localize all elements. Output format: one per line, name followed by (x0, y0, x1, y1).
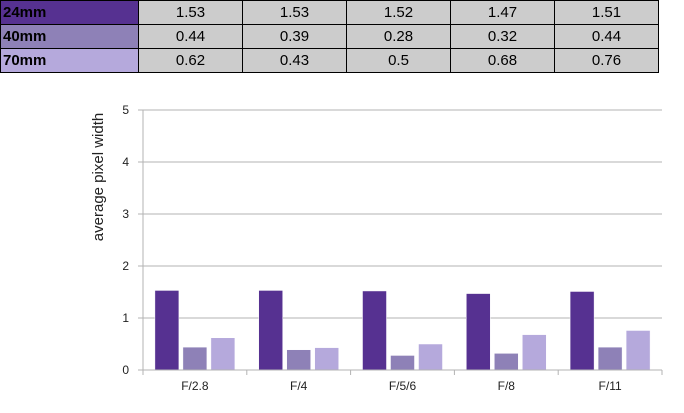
bar (258, 290, 283, 371)
bar (154, 290, 180, 371)
bar (597, 346, 623, 371)
table-row: 70mm 0.62 0.43 0.5 0.68 0.76 (0, 48, 659, 73)
bar (418, 343, 443, 371)
data-table: 24mm 1.53 1.53 1.52 1.47 1.51 40mm 0.44 … (0, 0, 659, 73)
table-cell: 0.44 (138, 24, 243, 49)
row-label-40mm: 40mm (0, 24, 139, 49)
bar (522, 334, 547, 371)
bars (154, 290, 651, 371)
x-tick-label: F/4 (290, 379, 308, 393)
row-label-24mm: 24mm (0, 0, 139, 25)
bar (494, 353, 519, 371)
y-tick-label: 2 (122, 259, 129, 273)
table-cell: 1.51 (554, 0, 659, 25)
bar (466, 293, 491, 371)
axes: 0 1 2 3 4 5 F/2.8 F/4 F/5/6 F/8 F/11 (122, 103, 663, 393)
table-row: 40mm 0.44 0.39 0.28 0.32 0.44 (0, 24, 659, 49)
bar (210, 337, 236, 371)
y-tick-label: 3 (122, 207, 129, 221)
x-tick-label: F/11 (599, 379, 622, 393)
bar (569, 291, 595, 371)
y-axis-label: average pixel width (90, 113, 107, 241)
y-tick-label: 5 (122, 103, 129, 117)
bar (182, 346, 208, 371)
table-cell: 1.47 (450, 0, 555, 25)
table-cell: 0.62 (138, 48, 243, 73)
x-tick-label: F/2.8 (181, 379, 209, 393)
y-tick-label: 0 (122, 363, 129, 377)
x-tick-label: F/5/6 (389, 379, 417, 393)
row-label-70mm: 70mm (0, 48, 139, 73)
table-row: 24mm 1.53 1.53 1.52 1.47 1.51 (0, 0, 659, 25)
y-tick-label: 1 (122, 311, 129, 325)
bar (286, 349, 311, 371)
table-cell: 0.28 (346, 24, 451, 49)
table-cell: 0.39 (242, 24, 347, 49)
bar (625, 330, 651, 371)
bar (314, 347, 339, 371)
y-tick-label: 4 (122, 155, 129, 169)
bar (362, 290, 387, 371)
table-cell: 0.68 (450, 48, 555, 73)
table-cell: 0.43 (242, 48, 347, 73)
table-cell: 0.32 (450, 24, 555, 49)
table-cell: 0.76 (554, 48, 659, 73)
table-cell: 1.52 (346, 0, 451, 25)
bar (390, 355, 415, 371)
x-tick-label: F/8 (498, 379, 516, 393)
gridlines (143, 109, 662, 319)
